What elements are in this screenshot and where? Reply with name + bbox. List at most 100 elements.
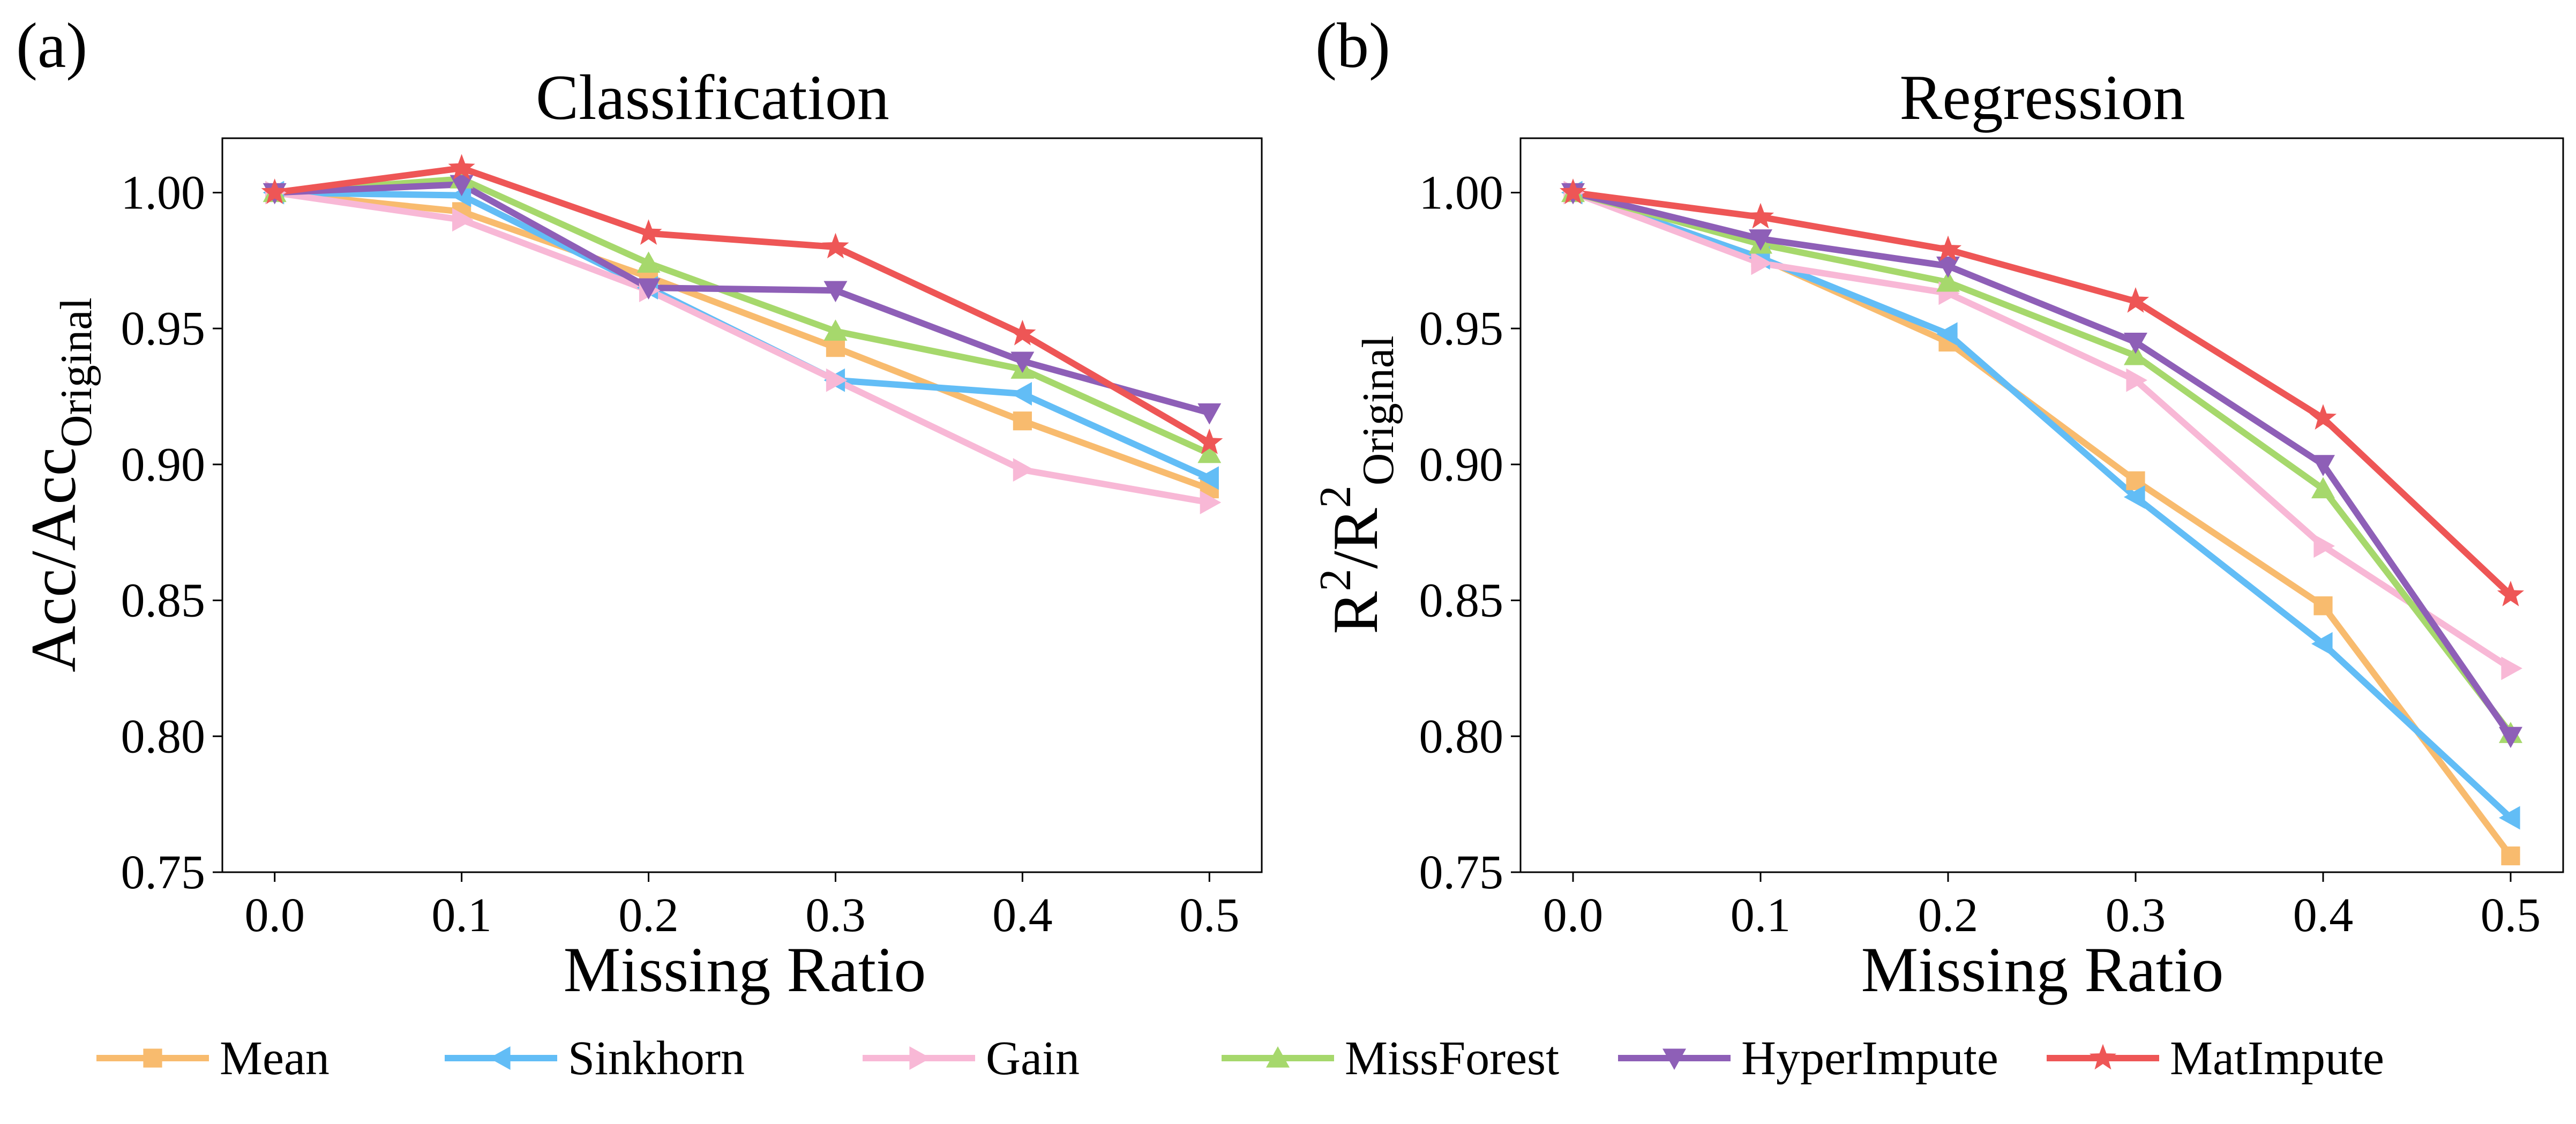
data-point-sinkhorn [1197, 466, 1219, 490]
data-point-matimpute [1934, 235, 1962, 261]
data-point-mean [2501, 846, 2520, 866]
series-line-missforest [274, 176, 1211, 457]
panel-a-ylabel-base: Acc/Acc [18, 447, 89, 672]
legend-marker-hyperimpute [1663, 1048, 1686, 1070]
x-tick-label: 0.4 [2293, 889, 2354, 942]
data-point-missforest [2124, 343, 2147, 365]
data-point-hyperimpute [450, 175, 474, 197]
series-line-hyperimpute [1572, 189, 2513, 738]
legend-label-sinkhorn: Sinkhorn [568, 1032, 745, 1085]
data-point-matimpute [448, 154, 475, 180]
y-tick-label: 0.95 [121, 302, 206, 355]
legend-marker-matimpute [2089, 1044, 2117, 1070]
data-point-gain [1013, 458, 1035, 482]
panel-b-ylabel-sup1: 2 [1311, 569, 1360, 591]
series-line-gain [1571, 189, 2513, 671]
panel-a-ylabel-subscript: Original [51, 297, 101, 447]
data-point-matimpute [2497, 581, 2525, 606]
legend-marker-missforest [1266, 1046, 1290, 1068]
plot-frame [221, 137, 1263, 873]
x-tick-label: 0.5 [1179, 889, 1240, 942]
data-point-matimpute [1009, 319, 1036, 346]
series-line-hyperimpute [274, 181, 1210, 416]
data-point-mean [2313, 596, 2333, 616]
data-point-hyperimpute [2311, 455, 2335, 476]
data-point-matimpute [1747, 203, 1774, 229]
data-point-sinkhorn [2311, 632, 2333, 656]
data-point-missforest [1197, 441, 1222, 463]
data-point-mean [2126, 471, 2145, 490]
classification-axes: 0.0 0.1 0.2 0.3 0.4 0.5 0.75 0.80 0.85 0.90 0.95 1.… [121, 137, 1263, 942]
data-point-matimpute [1196, 428, 1223, 454]
series-line-sinkhorn [1572, 189, 2513, 820]
data-point-sinkhorn [1936, 322, 1958, 346]
y-tick-label: 0.85 [1419, 574, 1504, 627]
y-tick-label: 0.75 [121, 846, 206, 899]
series-line-missforest [1572, 189, 2513, 736]
x-tick-label: 0.0 [244, 889, 305, 942]
legend-label-gain: Gain [986, 1032, 1080, 1085]
panel-a-title: Classification [536, 62, 889, 133]
data-point-matimpute [1559, 178, 1587, 204]
data-point-hyperimpute [823, 281, 848, 303]
series-line-matimpute [1572, 189, 2513, 597]
y-tick-label: 0.90 [121, 438, 206, 491]
series-line-mean [1572, 189, 2513, 858]
x-tick-label: 0.5 [2481, 889, 2541, 942]
y-tick-label: 0.95 [1419, 302, 1504, 355]
panel-a-xlabel: Missing Ratio [564, 934, 926, 1005]
y-tick-label: 1.00 [121, 166, 206, 219]
x-tick-label: 0.0 [1543, 889, 1604, 942]
data-point-gain [1200, 490, 1222, 514]
panel-b-title: Regression [1899, 62, 2185, 133]
data-point-missforest [1936, 270, 1960, 292]
x-tick-label: 0.3 [805, 889, 866, 942]
data-point-mean [826, 338, 845, 357]
panel-a-ylabel: Acc/AccOriginal [18, 297, 101, 672]
x-tick-label: 0.2 [1918, 889, 1979, 942]
panel-b-ylabel-subscript: Original [1353, 335, 1403, 485]
series-line-gain [274, 189, 1210, 506]
data-point-gain [826, 368, 848, 392]
data-point-matimpute [2309, 404, 2337, 430]
panel-b-xlabel: Missing Ratio [1861, 934, 2224, 1005]
x-tick-label: 0.4 [992, 889, 1053, 942]
data-point-sinkhorn [450, 183, 471, 207]
data-point-matimpute [261, 178, 288, 204]
panel-b-ylabel-mid: /R [1320, 508, 1391, 568]
plot-frame [1519, 137, 2564, 873]
data-point-sinkhorn [2499, 806, 2520, 830]
data-point-hyperimpute [1197, 403, 1222, 425]
data-point-gain [452, 208, 474, 232]
data-point-gain [2313, 534, 2335, 558]
data-point-missforest [823, 319, 848, 341]
panel-b-ylabel: R2/R2Original [1311, 335, 1403, 634]
data-point-gain [2126, 368, 2147, 392]
data-point-matimpute [2122, 287, 2150, 313]
y-tick-label: 0.80 [1419, 710, 1504, 763]
data-point-matimpute [822, 233, 849, 259]
data-point-hyperimpute [2124, 332, 2147, 354]
data-point-hyperimpute [1936, 256, 1960, 278]
data-point-missforest [2311, 477, 2335, 499]
legend-label-mean: Mean [220, 1032, 330, 1085]
y-tick-label: 0.85 [121, 574, 206, 627]
legend-label-matimpute: MatImpute [2170, 1032, 2384, 1085]
data-point-mean [1013, 411, 1032, 431]
legend-marker-gain [909, 1046, 931, 1070]
legend-label-hyperimpute: HyperImpute [1741, 1032, 1998, 1085]
data-point-matimpute [635, 219, 662, 245]
y-tick-label: 0.75 [1419, 846, 1504, 899]
data-point-gain [1751, 251, 1772, 275]
legend-marker-sinkhorn [489, 1046, 511, 1070]
panel-b-label: (b) [1315, 10, 1390, 81]
legend: Mean Sinkhorn Gain MissForest HyperImpute Mat… [96, 1032, 2384, 1085]
series-line-mean [274, 189, 1211, 492]
data-point-sinkhorn [1010, 381, 1032, 406]
panel-a-label: (a) [16, 10, 87, 81]
data-point-gain [2501, 656, 2522, 680]
y-tick-label: 1.00 [1419, 166, 1504, 219]
panel-b-ylabel-base: R [1320, 591, 1391, 634]
data-point-missforest [636, 251, 661, 273]
